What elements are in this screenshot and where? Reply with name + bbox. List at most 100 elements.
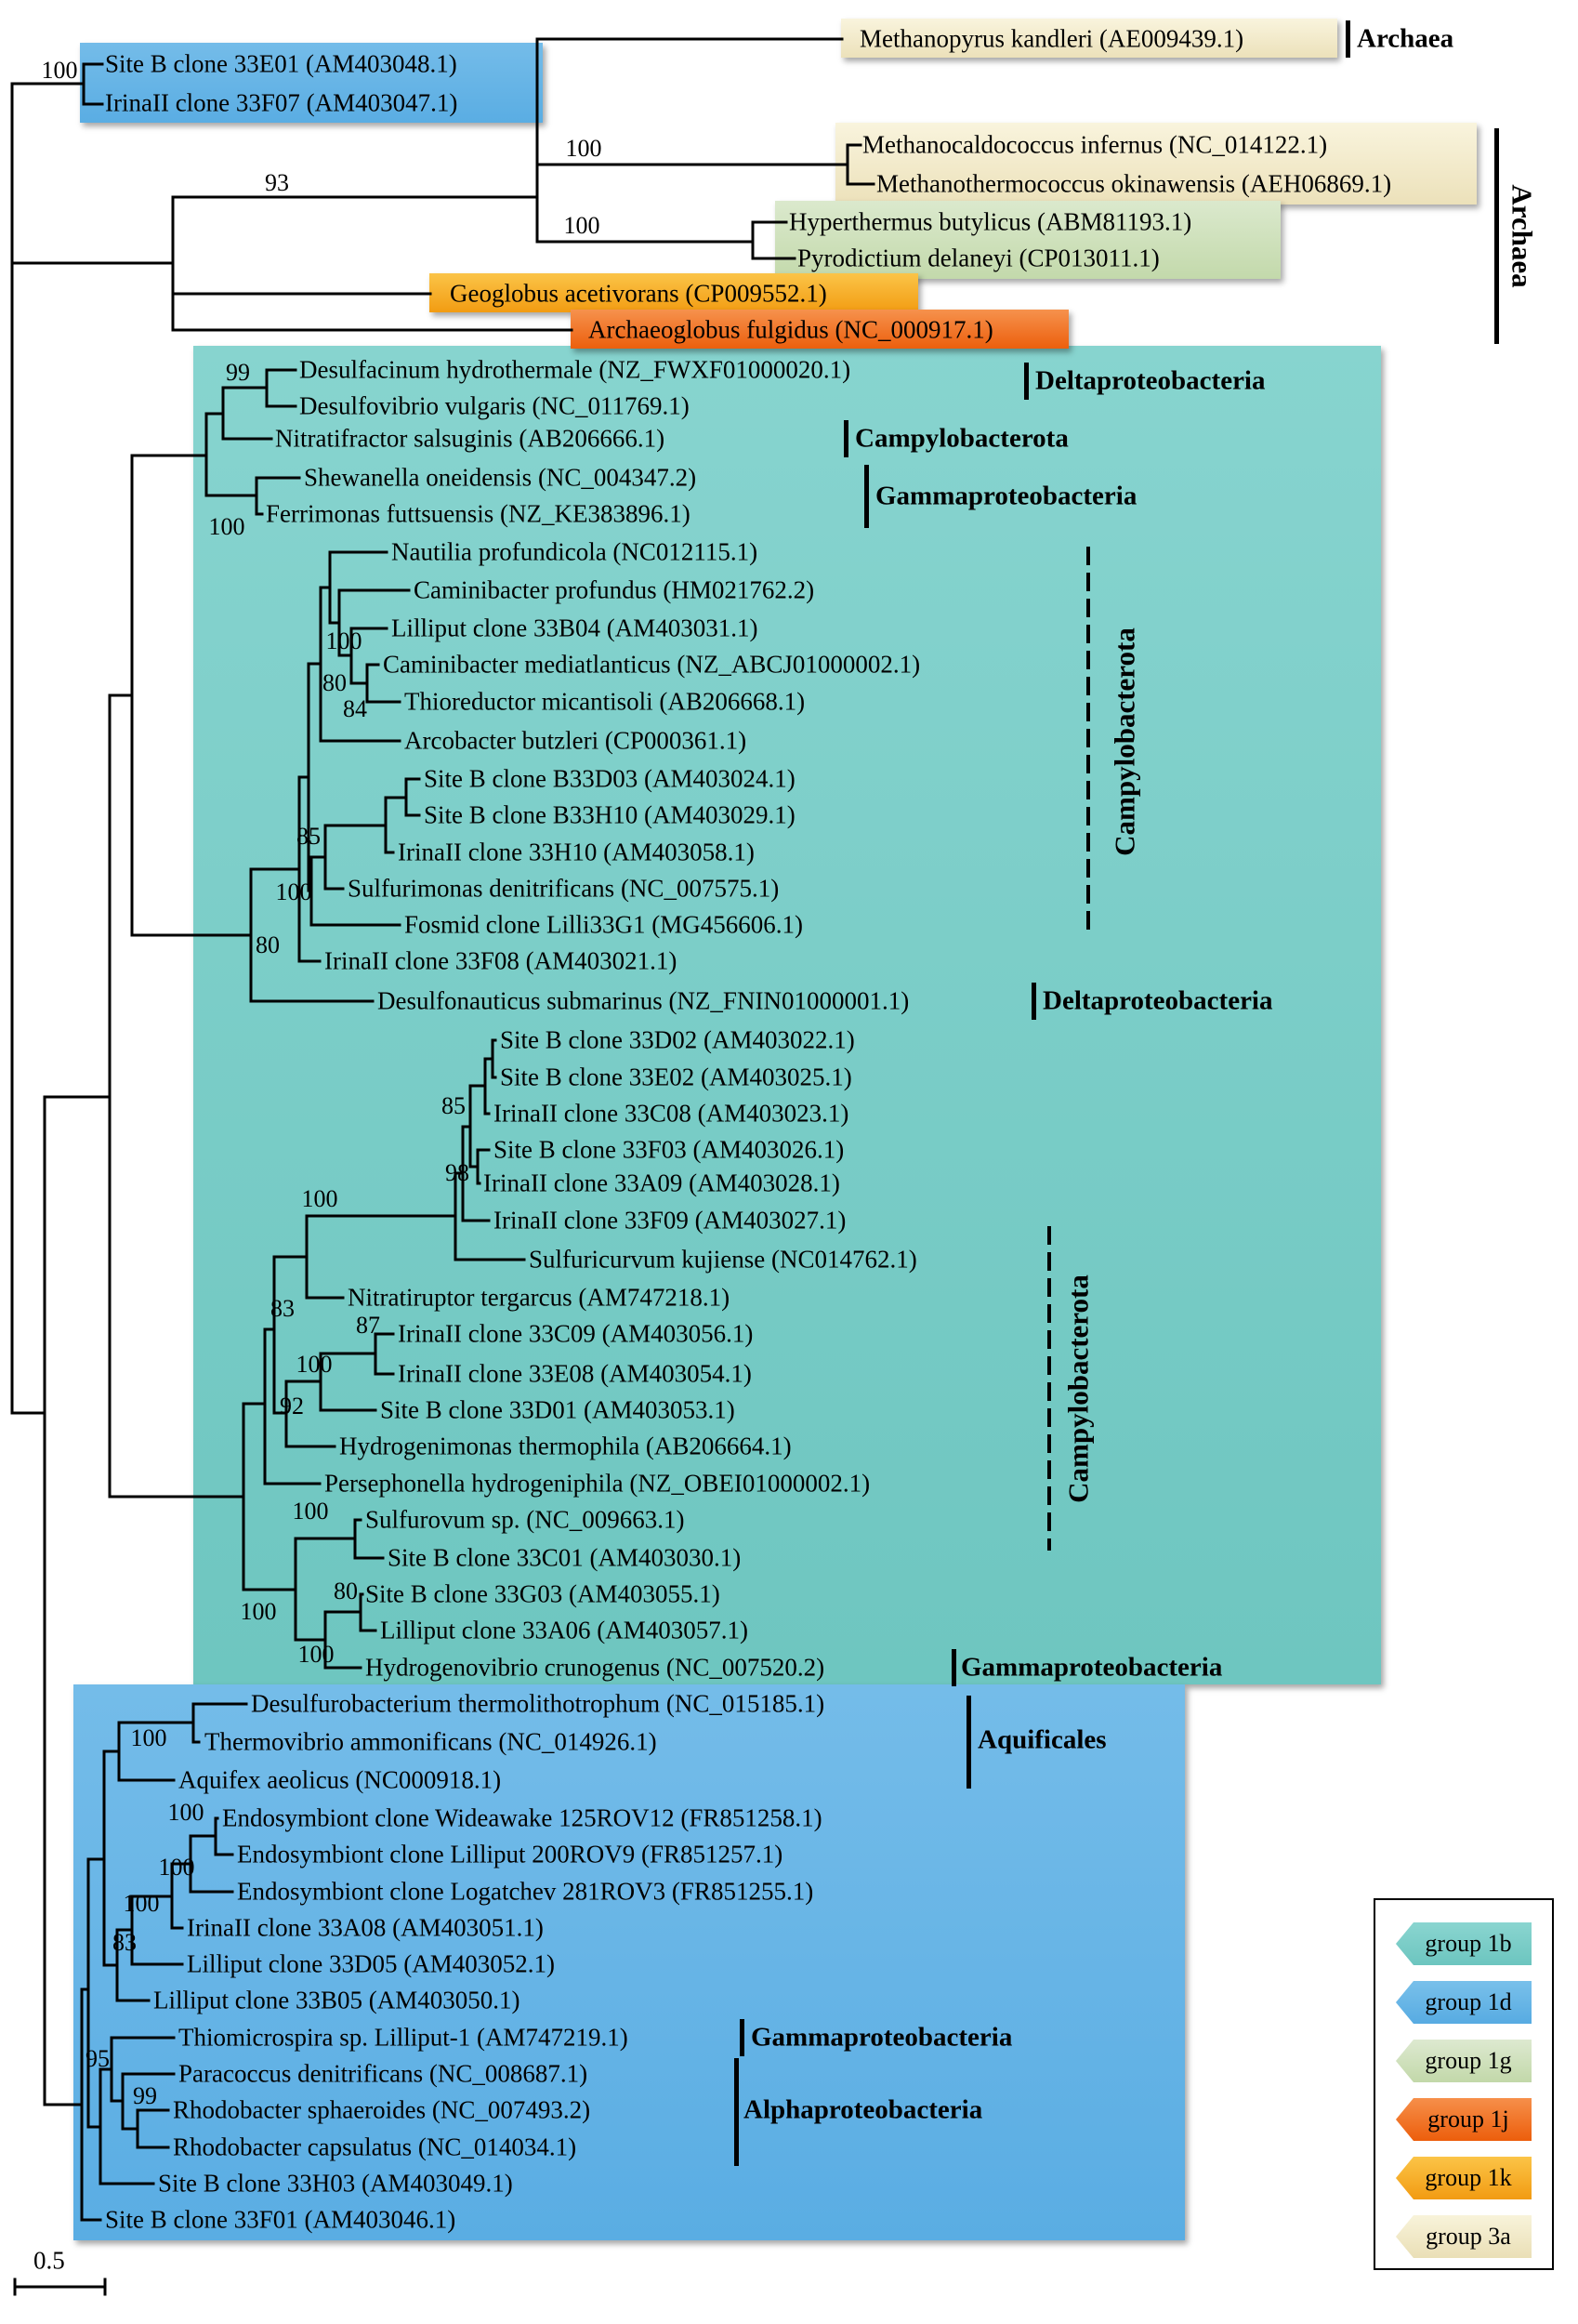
archaea-branches bbox=[10, 37, 875, 1415]
taxon-label: Sulfuricurvum kujiense (NC014762.1) bbox=[529, 1245, 917, 1274]
box-3a-methanopyrus bbox=[841, 19, 1337, 58]
taxon-label: Pyrodictium delaneyi (CP013011.1) bbox=[797, 244, 1160, 272]
taxon-label: Ferrimonas futtsuensis (NZ_KE383896.1) bbox=[266, 499, 690, 528]
group-label: Gammaproteobacteria bbox=[751, 2022, 1013, 2053]
box-1j-archaeoglobus bbox=[571, 310, 1069, 349]
legend-item: group 1j bbox=[1396, 2098, 1532, 2141]
bootstrap-value: 100 bbox=[240, 1598, 277, 1625]
taxon-label: Persephonella hydrogeniphila (NZ_OBEI010… bbox=[324, 1469, 871, 1498]
clade-range-bar bbox=[1494, 128, 1499, 344]
bootstrap-value: 83 bbox=[270, 1295, 295, 1322]
box-1g-hyper-pyro bbox=[775, 201, 1281, 279]
taxon-label: Methanothermococcus okinawensis (AEH0686… bbox=[876, 169, 1392, 198]
rotated-group-label: Campylobacterota bbox=[1108, 627, 1141, 856]
taxon-label: Sulfurimonas denitrificans (NC_007575.1) bbox=[348, 874, 780, 903]
scale-bar-line bbox=[13, 2278, 107, 2296]
taxon-label: Nitratifractor salsuginis (AB206666.1) bbox=[275, 424, 665, 453]
taxon-label: IrinaII clone 33E08 (AM403054.1) bbox=[398, 1359, 752, 1388]
legend-item-label: group 1k bbox=[1425, 2164, 1512, 2191]
bootstrap-value: 100 bbox=[297, 1641, 335, 1668]
taxon-label: IrinaII clone 33A08 (AM403051.1) bbox=[187, 1913, 544, 1942]
taxon-label: Fosmid clone Lilli33G1 (MG456606.1) bbox=[404, 910, 803, 939]
legend: group 1b group 1d group 1g group 1j grou… bbox=[1374, 1898, 1554, 2270]
bootstrap-value: 100 bbox=[292, 1498, 329, 1525]
taxon-label: IrinaII clone 33F09 (AM403027.1) bbox=[493, 1206, 847, 1235]
group-label: Deltaproteobacteria bbox=[1035, 365, 1266, 396]
legend-item-label: group 1d bbox=[1425, 1988, 1512, 2015]
legend-item: group 1k bbox=[1396, 2157, 1532, 2199]
taxon-label: Desulfurobacterium thermolithotrophum (N… bbox=[251, 1689, 825, 1718]
taxon-label: Hydrogenimonas thermophila (AB206664.1) bbox=[339, 1432, 792, 1460]
taxon-label: Methanopyrus kandleri (AE009439.1) bbox=[860, 24, 1244, 53]
legend-item: group 3a bbox=[1396, 2215, 1532, 2258]
clade-range-bar bbox=[864, 465, 869, 528]
box-1b-main bbox=[193, 346, 1381, 1684]
taxon-label: Site B clone 33D02 (AM403022.1) bbox=[500, 1025, 855, 1054]
group-label: Aquificales bbox=[978, 1724, 1107, 1755]
bootstrap-value: 100 bbox=[296, 1351, 333, 1378]
taxon-label: Thioreductor micantisoli (AB206668.1) bbox=[404, 687, 806, 716]
bootstrap-value: 93 bbox=[265, 169, 289, 196]
legend-item-label: group 1b bbox=[1425, 1930, 1512, 1957]
taxon-label: IrinaII clone 33C08 (AM403023.1) bbox=[493, 1099, 849, 1128]
bootstrap-value: 85 bbox=[441, 1092, 466, 1119]
taxon-label: Site B clone B33H10 (AM403029.1) bbox=[424, 800, 796, 829]
bootstrap-value: 100 bbox=[158, 1854, 195, 1881]
clade-range-bar bbox=[967, 1696, 971, 1789]
rotated-group-label: Campylobacterota bbox=[1061, 1274, 1095, 1503]
bootstrap-value: 100 bbox=[167, 1799, 204, 1826]
bootstrap-value: 100 bbox=[41, 57, 78, 84]
taxon-label: Paracoccus denitrificans (NC_008687.1) bbox=[178, 2059, 588, 2088]
clade-range-bar bbox=[1346, 20, 1350, 58]
taxon-label: Aquifex aeolicus (NC000918.1) bbox=[178, 1765, 502, 1794]
bootstrap-value: 100 bbox=[208, 513, 245, 540]
clade-range-bar bbox=[740, 2019, 744, 2056]
clade-range-bar bbox=[734, 2058, 739, 2166]
taxon-label: Rhodobacter sphaeroides (NC_007493.2) bbox=[173, 2095, 591, 2124]
taxon-label: Site B clone 33G03 (AM403055.1) bbox=[365, 1579, 720, 1608]
taxon-label: Nautilia profundicola (NC012115.1) bbox=[391, 537, 758, 566]
box-1d-siteb-pair bbox=[80, 43, 543, 123]
taxon-label: IrinaII clone 33C09 (AM403056.1) bbox=[398, 1319, 754, 1348]
clade-range-bar bbox=[844, 420, 848, 457]
taxon-label: Arcobacter butzleri (CP000361.1) bbox=[404, 726, 747, 755]
clade-range-bar bbox=[1032, 983, 1036, 1020]
taxon-label: Endosymbiont clone Lilliput 200ROV9 (FR8… bbox=[237, 1840, 783, 1868]
bootstrap-value: 99 bbox=[226, 359, 250, 386]
bootstrap-value: 87 bbox=[356, 1312, 380, 1339]
taxon-label: Thiomicrospira sp. Lilliput-1 (AM747219.… bbox=[178, 2023, 628, 2052]
blue-clade-branches bbox=[10, 1095, 248, 2222]
taxon-label: Rhodobacter capsulatus (NC_014034.1) bbox=[173, 2133, 577, 2161]
group-label: Archaea bbox=[1357, 23, 1454, 54]
teal-lower-branches bbox=[242, 1038, 526, 1670]
rotated-group-label: Archaea bbox=[1506, 184, 1539, 288]
bootstrap-value: 100 bbox=[325, 627, 362, 654]
box-1d-main bbox=[73, 1684, 1185, 2240]
taxon-label: Hydrogenovibrio crunogenus (NC_007520.2) bbox=[365, 1653, 825, 1682]
taxon-label: IrinaII clone 33H10 (AM403058.1) bbox=[398, 838, 755, 866]
legend-item-label: group 1g bbox=[1425, 2047, 1512, 2074]
taxon-label: Hyperthermus butylicus (ABM81193.1) bbox=[789, 207, 1192, 236]
bootstrap-value: 80 bbox=[322, 669, 347, 696]
group-label: Alphaproteobacteria bbox=[743, 2094, 983, 2125]
bootstrap-value: 100 bbox=[301, 1185, 338, 1212]
taxon-label: Site B clone 33C01 (AM403030.1) bbox=[388, 1543, 742, 1572]
bootstrap-value: 98 bbox=[445, 1159, 469, 1186]
taxon-label: Endosymbiont clone Wideawake 125ROV12 (F… bbox=[222, 1803, 822, 1832]
taxon-label: Caminibacter mediatlanticus (NZ_ABCJ0100… bbox=[383, 650, 921, 679]
legend-item: group 1g bbox=[1396, 2040, 1532, 2082]
group-label: Campylobacterota bbox=[855, 423, 1069, 454]
legend-item-label: group 1j bbox=[1427, 2106, 1509, 2133]
group-label: Gammaproteobacteria bbox=[961, 1652, 1223, 1683]
scale-bar-value: 0.5 bbox=[33, 2246, 65, 2275]
bootstrap-value: 100 bbox=[130, 1724, 167, 1751]
clade-range-bar bbox=[952, 1649, 956, 1686]
bootstrap-value: 99 bbox=[133, 2082, 157, 2109]
